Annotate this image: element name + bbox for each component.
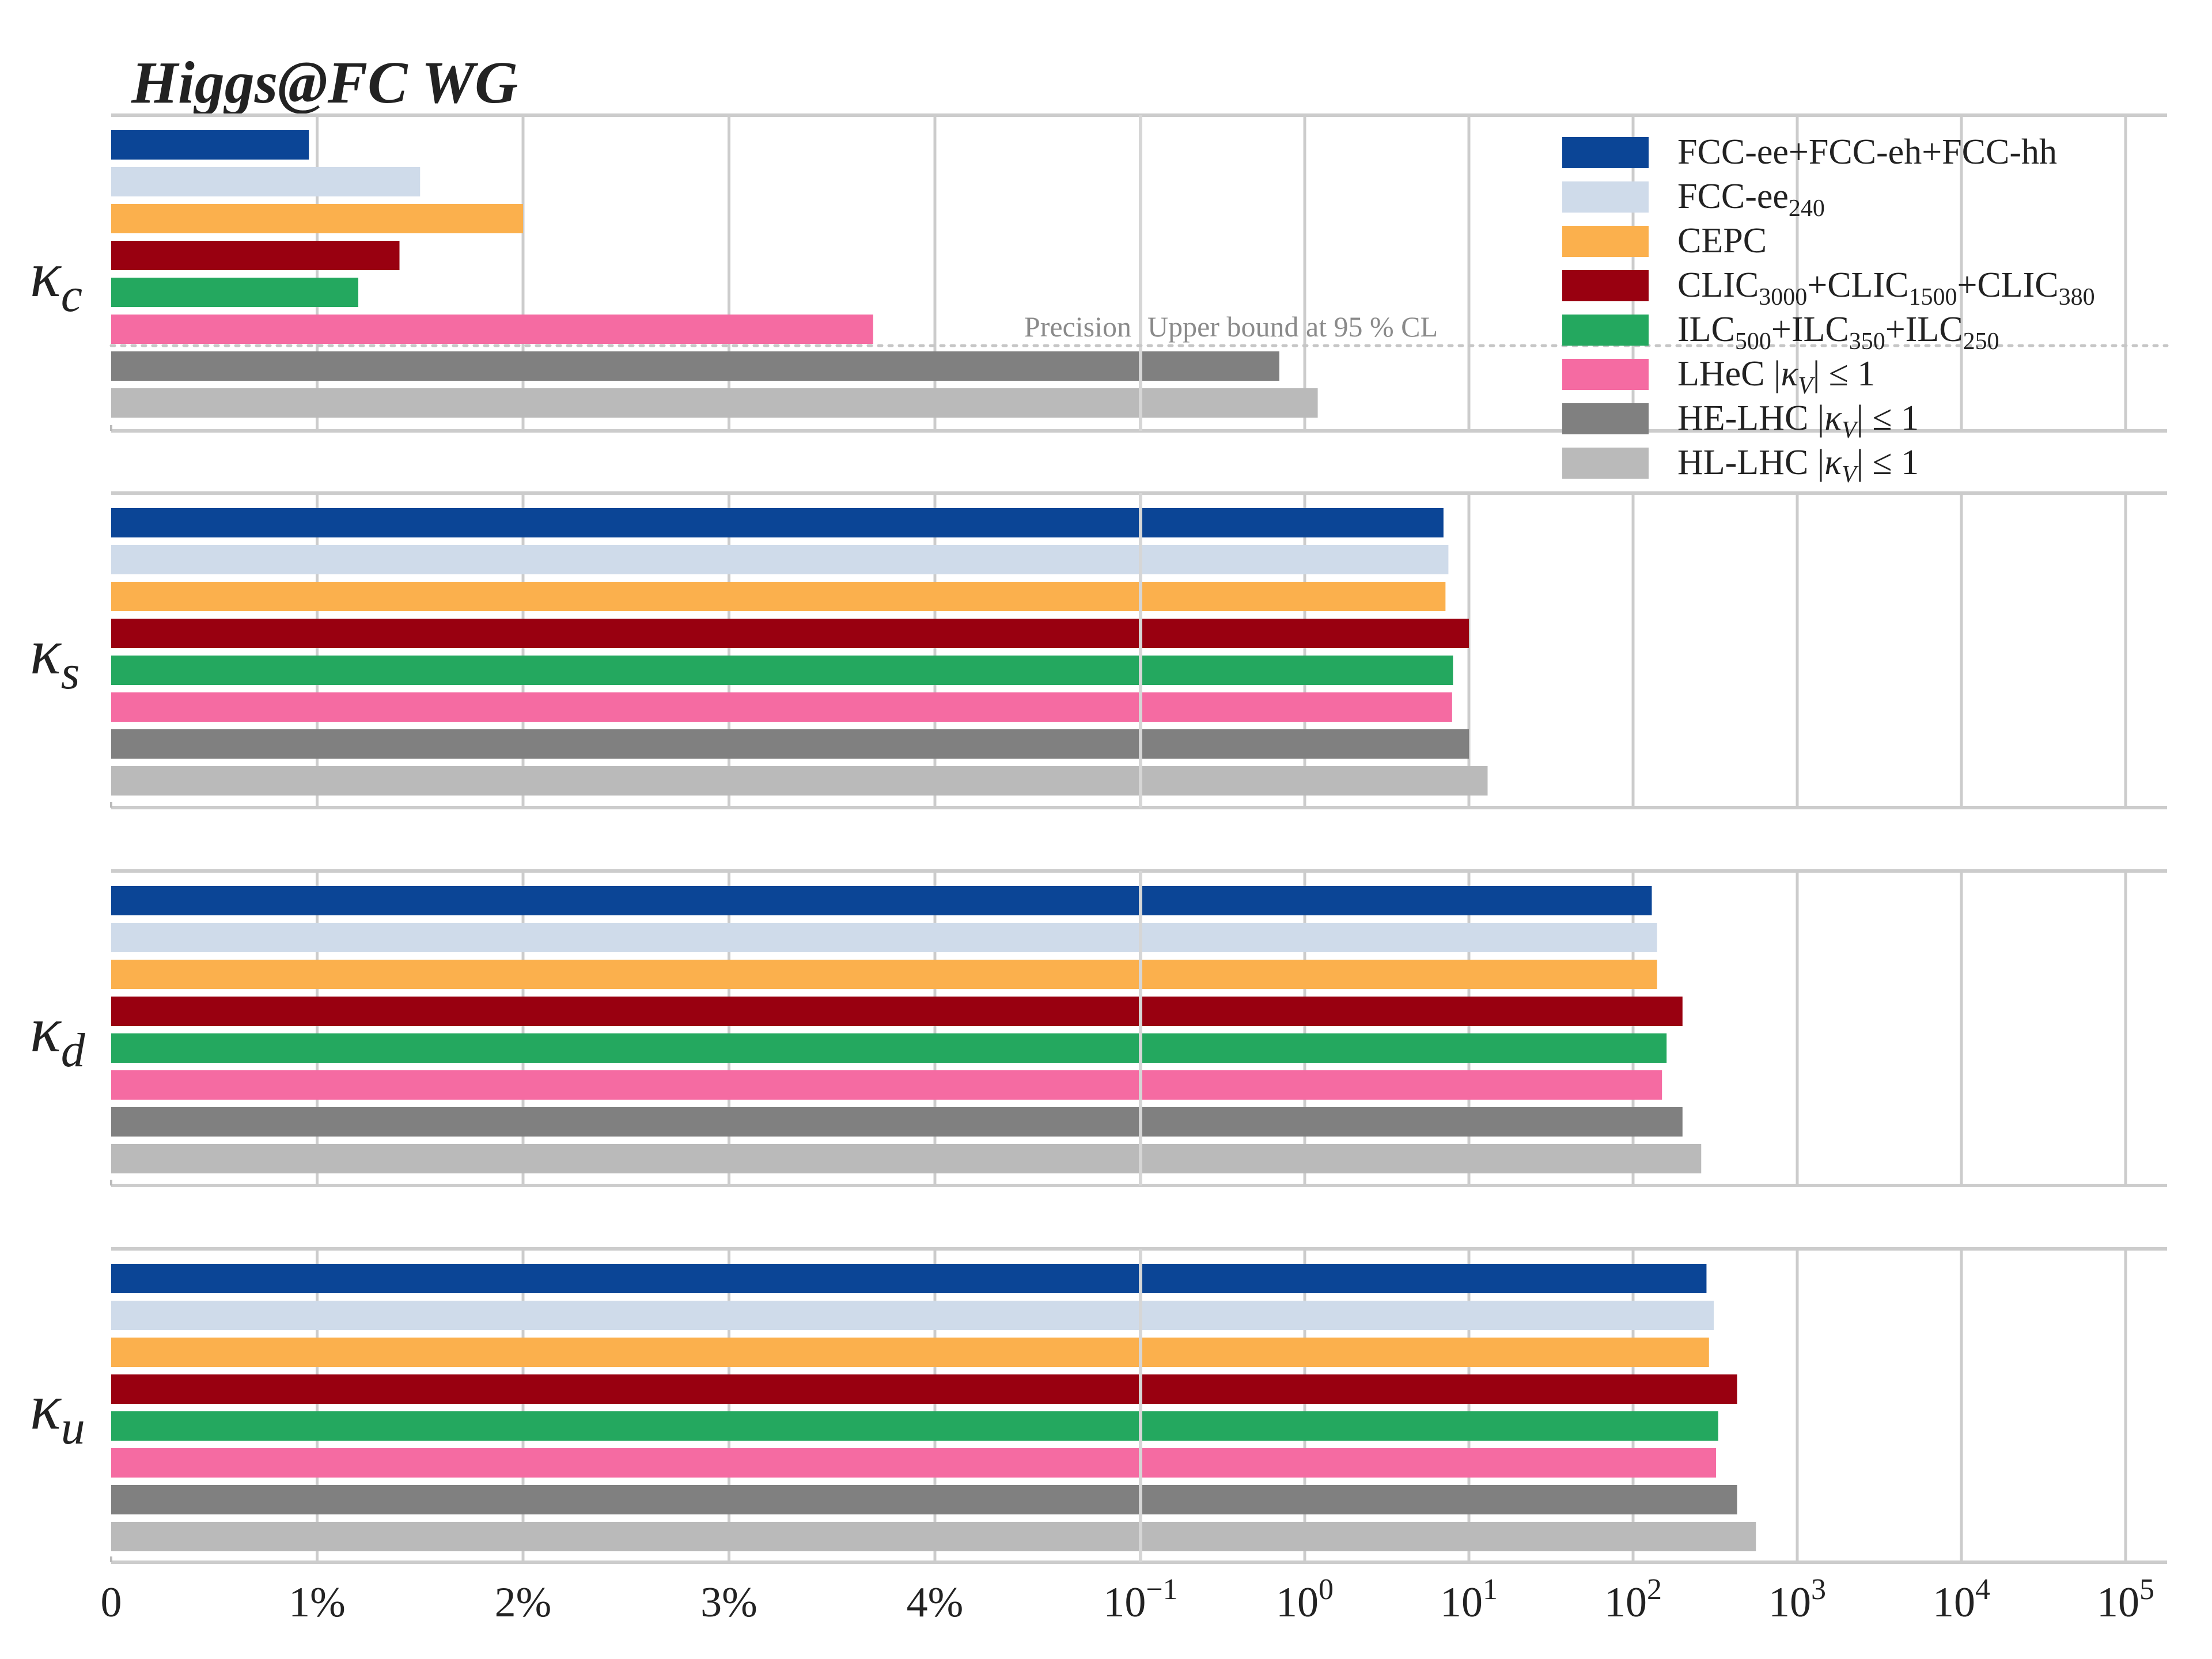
bar-c-lhec: [111, 315, 873, 344]
legend-swatch: [1562, 137, 1649, 168]
legend-swatch: [1562, 270, 1649, 301]
x-tick-label: 105: [2097, 1573, 2154, 1626]
legend-item-hllhc: HL-LHC |κV| ≤ 1: [1562, 443, 1919, 488]
panel-c: κc: [30, 113, 2167, 433]
bar-c-fcc_all: [111, 130, 309, 160]
legend-swatch: [1562, 448, 1649, 479]
bar-d-hllhc: [111, 1144, 1702, 1173]
x-tick-label: 101: [1440, 1573, 1498, 1626]
bar-d-lhec: [111, 1070, 1662, 1100]
panel-d: κd: [30, 869, 2167, 1187]
bar-u-hllhc: [111, 1522, 1756, 1551]
x-tick-label: 3%: [700, 1579, 757, 1626]
x-tick-label: 2%: [495, 1579, 552, 1626]
bar-c-hllhc: [111, 388, 1318, 418]
legend-label: ILC500+ILC350+ILC250: [1677, 310, 1999, 355]
legend-swatch: [1562, 359, 1649, 390]
legend-swatch: [1562, 315, 1649, 346]
legend-swatch: [1562, 403, 1649, 434]
legend-swatch: [1562, 181, 1649, 213]
x-tick-label: 0: [101, 1579, 122, 1626]
chart-title: Higgs@FC WG: [131, 50, 518, 116]
bar-c-fcc_ee240: [111, 167, 421, 196]
bar-s-helhc: [111, 729, 1469, 759]
bar-d-cepc: [111, 960, 1657, 989]
bar-c-ilc: [111, 278, 358, 307]
bar-s-clic: [111, 619, 1469, 648]
bar-u-fcc_ee240: [111, 1301, 1714, 1330]
legend-item-cepc: CEPC: [1562, 221, 1767, 260]
bar-d-fcc_ee240: [111, 923, 1657, 952]
bar-d-helhc: [111, 1107, 1683, 1137]
bar-u-lhec: [111, 1448, 1716, 1478]
x-tick-label: 10−1: [1103, 1573, 1177, 1626]
bar-u-helhc: [111, 1485, 1737, 1514]
bar-c-helhc: [111, 351, 1279, 381]
x-tick-label: 100: [1276, 1573, 1334, 1626]
panel-label-s: κs: [30, 616, 79, 699]
x-tick-label: 104: [1933, 1573, 1990, 1626]
legend-label: FCC-ee240: [1677, 177, 1825, 222]
bar-d-fcc_all: [111, 886, 1652, 915]
legend-label: HL-LHC |κV| ≤ 1: [1677, 443, 1919, 488]
panel-label-d: κd: [30, 994, 86, 1077]
bar-u-ilc: [111, 1411, 1718, 1441]
legend-item-ilc: ILC500+ILC350+ILC250: [1562, 310, 1999, 355]
bar-u-cepc: [111, 1338, 1709, 1367]
bar-c-clic: [111, 241, 400, 270]
bar-s-hllhc: [111, 766, 1488, 796]
bar-s-lhec: [111, 692, 1452, 722]
legend-label: LHeC |κV| ≤ 1: [1677, 354, 1875, 399]
x-tick-label: 4%: [907, 1579, 964, 1626]
bar-s-ilc: [111, 656, 1453, 685]
legend-label: HE-LHC |κV| ≤ 1: [1677, 399, 1919, 444]
bar-d-clic: [111, 997, 1683, 1026]
legend-item-fcc_ee240: FCC-ee240: [1562, 177, 1825, 222]
x-tick-label: 1%: [289, 1579, 346, 1626]
bar-s-cepc: [111, 582, 1446, 611]
bar-u-clic: [111, 1374, 1737, 1404]
bar-s-fcc_ee240: [111, 545, 1449, 574]
bar-s-fcc_all: [111, 508, 1444, 537]
upper-bound-label: Upper bound at 95 % CL: [1147, 310, 1438, 343]
panel-s: κs: [30, 491, 2167, 809]
bar-u-fcc_all: [111, 1264, 1707, 1293]
legend-item-clic: CLIC3000+CLIC1500+CLIC380: [1562, 266, 2095, 310]
legend-label: FCC-ee+FCC-eh+FCC-hh: [1677, 132, 2057, 172]
legend-swatch: [1562, 226, 1649, 257]
x-tick-label: 103: [1768, 1573, 1826, 1626]
panel-u: κu: [30, 1247, 2167, 1564]
panel-label-c: κc: [30, 239, 82, 322]
precision-label: Precision: [1024, 310, 1131, 343]
legend-item-helhc: HE-LHC |κV| ≤ 1: [1562, 399, 1919, 444]
bar-d-ilc: [111, 1033, 1667, 1063]
legend-label: CEPC: [1677, 221, 1767, 260]
legend-item-lhec: LHeC |κV| ≤ 1: [1562, 354, 1875, 399]
panel-label-u: κu: [30, 1372, 85, 1455]
bar-c-cepc: [111, 204, 523, 233]
x-tick-label: 102: [1604, 1573, 1662, 1626]
legend-item-fcc_all: FCC-ee+FCC-eh+FCC-hh: [1562, 132, 2057, 172]
legend-label: CLIC3000+CLIC1500+CLIC380: [1677, 266, 2095, 310]
